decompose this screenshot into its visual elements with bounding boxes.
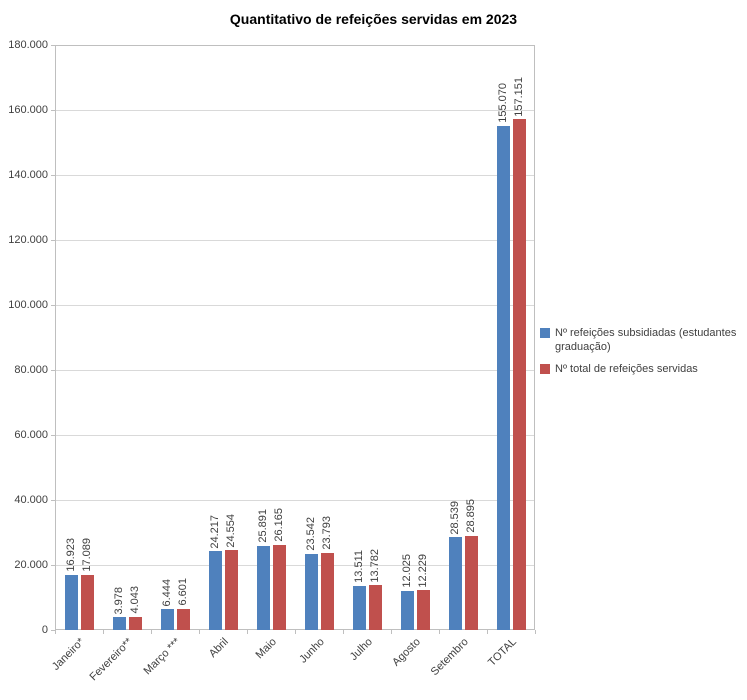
bar-value-label: 24.217 [209, 514, 221, 549]
gridline [55, 305, 535, 306]
y-axis-label: 80.000 [14, 364, 48, 376]
y-axis-tick [51, 565, 55, 566]
bar [272, 545, 286, 630]
bar-value-label: 26.165 [273, 508, 285, 542]
bar-value-label: 4.043 [129, 586, 141, 614]
legend-label-total: Nº total de refeições servidas [555, 363, 698, 375]
y-axis-label: 120.000 [8, 234, 48, 246]
gridline [55, 175, 535, 176]
y-axis-tick [51, 500, 55, 501]
y-axis-label: 40.000 [14, 494, 48, 506]
y-axis-tick [51, 305, 55, 306]
x-axis-tick [295, 630, 296, 634]
gridline [55, 435, 535, 436]
bar [304, 553, 318, 630]
y-axis-tick [51, 240, 55, 241]
bar-value-label: 12.229 [417, 553, 429, 588]
gridline [55, 500, 535, 501]
bar [512, 119, 526, 630]
gridline [55, 240, 535, 241]
bar [448, 537, 462, 630]
bar-value-label: 157.151 [513, 76, 525, 117]
y-axis-label: 140.000 [8, 169, 48, 181]
legend-label-subsidiadas: Nº refeições subsidiadas (estudantes gra… [555, 327, 737, 353]
x-axis-tick [535, 630, 536, 634]
y-axis-label: 60.000 [14, 429, 48, 441]
x-axis-tick [391, 630, 392, 634]
legend: Nº refeições subsidiadas (estudantes gra… [540, 326, 744, 376]
bar [256, 545, 270, 630]
bar [416, 590, 430, 630]
legend-item-total: Nº total de refeições servidas [540, 362, 744, 376]
bar [80, 574, 94, 630]
y-axis-label: 20.000 [14, 559, 48, 571]
chart-title: Quantitativo de refeições servidas em 20… [229, 11, 518, 27]
y-axis-tick [51, 110, 55, 111]
bar-value-label: 23.793 [321, 516, 333, 550]
bar-value-label: 23.542 [305, 516, 317, 551]
y-axis-tick [51, 370, 55, 371]
bar-value-label: 6.444 [161, 578, 173, 607]
bar [400, 590, 414, 630]
bar-value-label: 12.025 [401, 554, 413, 588]
x-axis-tick [487, 630, 488, 634]
y-axis-label: 180.000 [8, 39, 48, 51]
y-axis-tick [51, 175, 55, 176]
y-axis-tick [51, 45, 55, 46]
bar [352, 586, 366, 630]
bar [176, 608, 190, 630]
y-axis-tick [51, 630, 55, 631]
bar-value-label: 155.070 [497, 83, 509, 123]
bar [160, 609, 174, 630]
x-axis-tick [151, 630, 152, 634]
bar [208, 551, 222, 630]
y-axis-label: 100.000 [8, 299, 48, 311]
bar-value-label: 3.978 [113, 586, 125, 615]
bar-value-label: 16.923 [65, 538, 77, 572]
bar [224, 550, 238, 630]
legend-item-subsidiadas: Nº refeições subsidiadas (estudantes gra… [540, 326, 744, 354]
y-axis-tick [51, 435, 55, 436]
bar [320, 552, 334, 630]
bar-value-label: 13.511 [353, 550, 365, 584]
bar-value-label: 28.539 [449, 500, 461, 535]
bar [128, 616, 142, 630]
gridline [55, 370, 535, 371]
x-axis-tick [199, 630, 200, 634]
x-axis-tick [55, 630, 56, 634]
x-axis-tick [103, 630, 104, 634]
bar-value-label: 24.554 [225, 513, 237, 548]
bar [64, 575, 78, 630]
bar-value-label: 17.089 [81, 537, 93, 572]
y-axis-label: 0 [41, 624, 48, 636]
x-axis-tick [247, 630, 248, 634]
x-axis-tick [343, 630, 344, 634]
legend-swatch-red [540, 364, 550, 374]
y-axis-label: 160.000 [8, 104, 48, 116]
bar-value-label: 25.891 [257, 509, 269, 543]
bar-value-label: 13.782 [369, 548, 381, 583]
bar [112, 617, 126, 630]
plot-border [55, 45, 535, 630]
gridline [55, 110, 535, 111]
bar [368, 585, 382, 630]
x-axis-tick [439, 630, 440, 634]
bar [496, 126, 510, 630]
bar-value-label: 6.601 [177, 577, 189, 606]
gridline [55, 565, 535, 566]
bar [464, 536, 478, 630]
bar-value-label: 28.895 [465, 499, 477, 534]
legend-swatch-blue [540, 328, 550, 338]
